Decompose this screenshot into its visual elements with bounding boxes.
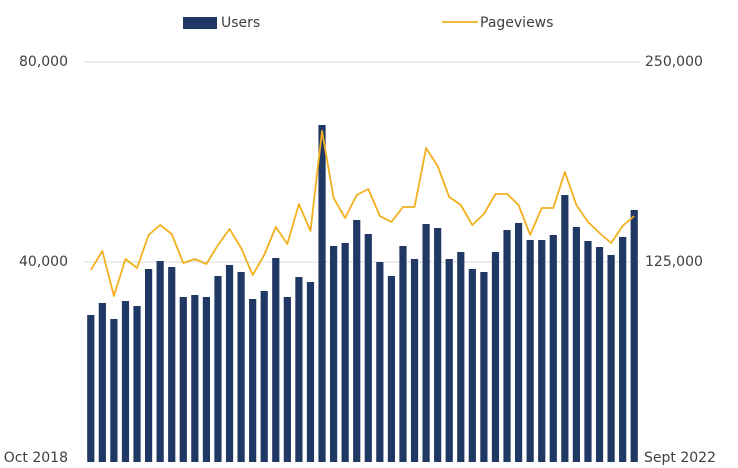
y-tick-label: 80,000 <box>19 54 68 70</box>
bar <box>329 246 338 462</box>
legend-label: Pageviews <box>480 15 553 31</box>
bar <box>341 243 349 462</box>
bar <box>538 240 546 462</box>
bar <box>607 255 615 462</box>
legend-label: Users <box>221 15 260 31</box>
bar <box>283 297 291 462</box>
bar <box>619 237 627 462</box>
line <box>90 130 635 297</box>
bar <box>237 272 245 462</box>
bar <box>630 210 638 462</box>
bar <box>191 295 199 462</box>
bar <box>572 227 581 462</box>
bar <box>549 235 557 462</box>
bar <box>318 125 326 462</box>
bar <box>260 291 268 462</box>
y2-tick-label: 250,000 <box>645 54 703 70</box>
y-tick-label: 40,000 <box>19 254 68 270</box>
x-tick-label: Sept 2022 <box>644 450 716 466</box>
bar <box>214 276 222 462</box>
bar <box>399 246 407 462</box>
bar <box>514 223 523 462</box>
bar <box>133 306 141 462</box>
bar <box>110 319 118 462</box>
bar <box>295 277 303 462</box>
bar <box>272 258 280 462</box>
bar <box>468 269 476 462</box>
y2-tick-label: 125,000 <box>645 254 703 270</box>
bar <box>306 282 315 462</box>
bar <box>202 297 211 462</box>
bar <box>144 269 153 462</box>
bar <box>98 303 106 462</box>
bar <box>503 230 511 462</box>
bar <box>561 195 569 462</box>
legend-swatch <box>183 17 217 29</box>
bar <box>526 240 534 462</box>
bar <box>422 224 430 462</box>
bar <box>457 252 465 462</box>
bar <box>225 265 234 462</box>
x-tick-label: Oct 2018 <box>4 450 68 466</box>
bar <box>410 259 419 462</box>
bar <box>595 247 604 462</box>
bar <box>87 315 95 462</box>
bar <box>434 228 442 462</box>
bar <box>353 220 361 462</box>
bar <box>491 252 500 462</box>
bar <box>168 267 176 462</box>
bar <box>179 297 187 462</box>
bar <box>445 259 453 462</box>
bar <box>480 272 488 462</box>
bar <box>584 241 592 462</box>
bar <box>156 261 164 462</box>
bar <box>121 301 130 462</box>
bar <box>387 276 396 462</box>
bar <box>376 262 384 462</box>
bar <box>249 299 257 462</box>
bar <box>364 234 372 462</box>
